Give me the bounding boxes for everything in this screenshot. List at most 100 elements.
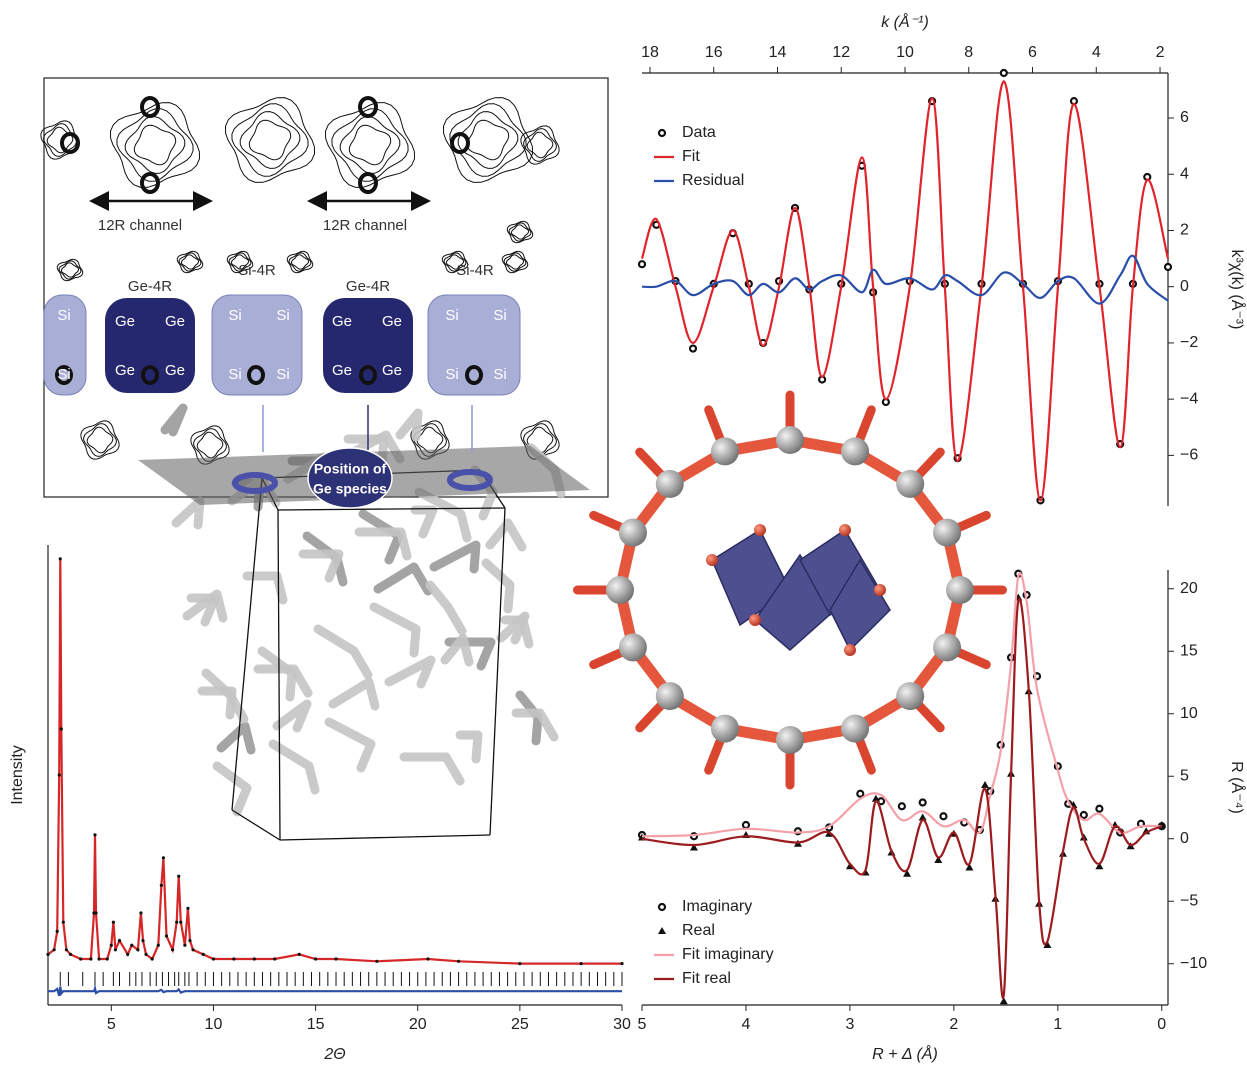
y-tick-label: 4 — [1180, 165, 1189, 182]
x-tick-label: 12 — [832, 44, 850, 61]
framework-strut — [374, 607, 416, 653]
data-point — [179, 921, 182, 924]
x-tick-label: 0 — [1157, 1016, 1166, 1033]
data-point — [114, 948, 117, 951]
data-point — [62, 921, 65, 924]
atom-sphere — [656, 470, 684, 498]
data-point — [58, 773, 61, 776]
framework-strut — [333, 682, 375, 706]
legend-label: Fit real — [682, 970, 731, 987]
data-point — [334, 957, 337, 960]
data-point — [106, 957, 109, 960]
data-point — [457, 960, 460, 963]
channel-label: 12R channel — [98, 217, 182, 234]
y-tick-label: 10 — [1180, 705, 1198, 722]
data-point — [188, 939, 191, 942]
atom-label: Si — [276, 366, 289, 383]
legend-marker — [658, 927, 666, 934]
framework-strut — [202, 691, 232, 715]
data-point — [639, 261, 645, 267]
y-axis-label: Intensity — [9, 745, 26, 805]
data-point — [857, 791, 863, 797]
ring-label: Ge-4R — [346, 278, 390, 295]
o-sphere — [874, 584, 886, 596]
x-tick-label: 3 — [845, 1016, 854, 1033]
framework-strut — [258, 669, 308, 693]
atom-sphere — [933, 519, 961, 547]
data-point — [151, 957, 154, 960]
unit-cell-edge — [490, 508, 505, 835]
framework-strut — [520, 695, 538, 741]
data-point — [118, 939, 121, 942]
data-point — [253, 957, 256, 960]
data-point — [65, 948, 68, 951]
x-tick-label: 20 — [409, 1016, 427, 1033]
data-point — [144, 953, 147, 956]
data-point — [273, 957, 276, 960]
figure: 510152025302ΘIntensity18161412108642−6−4… — [0, 0, 1247, 1067]
atom-label: Ge — [115, 362, 135, 379]
o-sphere — [839, 524, 851, 536]
x-tick-label: 1 — [1053, 1016, 1062, 1033]
x-tick-label: 10 — [896, 44, 914, 61]
x-axis-label: 2Θ — [323, 1046, 345, 1063]
data-point — [53, 948, 56, 951]
atom-sphere — [896, 470, 924, 498]
data-point — [186, 907, 189, 910]
framework-strut — [221, 726, 251, 750]
x-tick-label: 18 — [641, 44, 659, 61]
data-point — [375, 960, 378, 963]
legend-label: Imaginary — [682, 898, 752, 915]
y-tick-label: −2 — [1180, 334, 1198, 351]
data-point — [940, 813, 946, 819]
data-point — [920, 800, 926, 806]
y-tick-label: 6 — [1180, 109, 1189, 126]
x-tick-label: 14 — [769, 44, 787, 61]
data-point — [175, 921, 178, 924]
framework-strut — [206, 673, 244, 719]
legend-marker — [659, 130, 665, 136]
framework-strut — [389, 660, 431, 684]
x-tick-label: 16 — [705, 44, 723, 61]
atom-label: Ge — [115, 313, 135, 330]
data-point — [426, 957, 429, 960]
framework-strut — [404, 757, 460, 781]
data-line — [48, 987, 622, 996]
framework-strut — [434, 545, 476, 569]
legend-label: Residual — [682, 172, 744, 189]
framework-strut — [359, 532, 407, 556]
data-point — [183, 944, 186, 947]
data-point — [981, 781, 989, 788]
atom-sphere — [776, 726, 804, 754]
y-tick-label: −6 — [1180, 447, 1198, 464]
atom-label: Si — [493, 307, 506, 324]
data-point — [110, 944, 113, 947]
y-axis-label: k³χ(k) (Å⁻³) — [1228, 250, 1247, 330]
x-tick-label: 2 — [1156, 44, 1165, 61]
atom-label: Ge — [332, 362, 352, 379]
y-tick-label: 20 — [1180, 580, 1198, 597]
y-tick-label: −10 — [1180, 955, 1207, 972]
y-tick-label: −4 — [1180, 390, 1198, 407]
unit-cell-edge — [232, 810, 280, 840]
atom-sphere — [841, 715, 869, 743]
data-point — [46, 953, 49, 956]
data-point — [59, 557, 62, 560]
data-point — [202, 953, 205, 956]
data-point — [69, 953, 72, 956]
atom-sphere — [841, 437, 869, 465]
data-point — [157, 944, 160, 947]
atom-sphere — [606, 576, 634, 604]
framework-strut — [318, 629, 368, 675]
atom-sphere — [711, 715, 739, 743]
data-point — [165, 934, 168, 937]
atom-sphere — [946, 576, 974, 604]
o-sphere — [749, 614, 761, 626]
chart: 510152025302ΘIntensity — [9, 545, 631, 1063]
data-point — [60, 727, 63, 730]
data-point — [298, 953, 301, 956]
y-tick-label: 0 — [1180, 830, 1189, 847]
o-sphere — [844, 644, 856, 656]
cluster-image — [578, 395, 1003, 785]
data-point — [130, 944, 133, 947]
